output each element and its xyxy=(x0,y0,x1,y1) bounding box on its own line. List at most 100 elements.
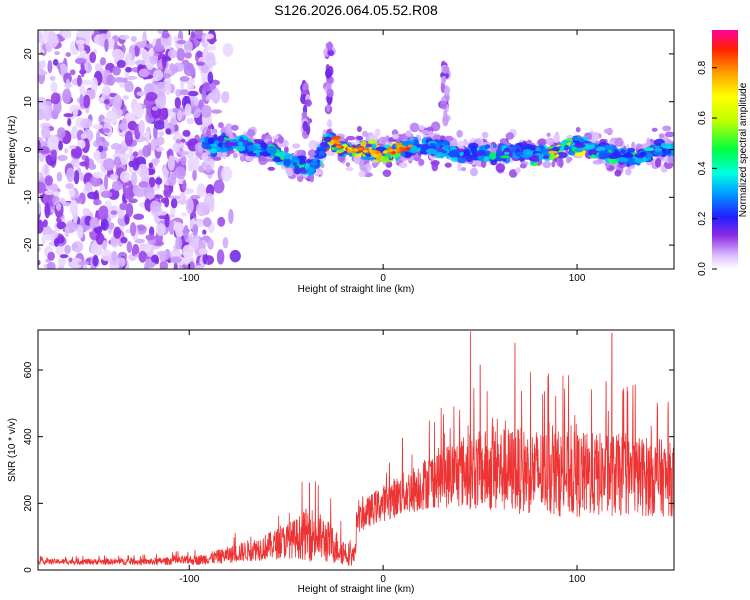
spectrogram-blob xyxy=(47,134,59,150)
spectrogram-blob xyxy=(614,169,622,177)
colorbar-tick-label: 0.6 xyxy=(697,111,708,125)
spectrogram-ylabel: Frequency (Hz) xyxy=(7,116,18,185)
spectrogram-blob xyxy=(443,85,451,96)
spectrogram-blob xyxy=(100,151,107,160)
spectrogram-blob xyxy=(201,88,207,102)
spectrogram-blob xyxy=(74,57,87,65)
spectrogram-blob xyxy=(68,257,73,263)
spectrogram-blob xyxy=(93,226,103,232)
spectrogram-blob xyxy=(390,151,396,155)
spectrogram-blob xyxy=(52,191,60,197)
spectrogram-blob xyxy=(470,145,477,154)
spectrogram-blob xyxy=(145,43,155,49)
spectrogram-blob xyxy=(64,148,69,154)
spectrogram-blob xyxy=(44,190,55,196)
spectrogram-blob xyxy=(382,150,388,154)
spectrogram-blob xyxy=(138,119,145,135)
spectrogram-blob xyxy=(136,91,146,97)
spectrogram-blob xyxy=(356,135,364,141)
spectrogram-xlabel: Height of straight line (km) xyxy=(298,284,415,295)
spectrogram-blob xyxy=(315,155,325,159)
spectrogram-blob xyxy=(160,197,169,204)
spectrogram-blob xyxy=(103,99,111,105)
spectrogram-blob xyxy=(111,250,118,262)
spectrogram-blob xyxy=(548,150,558,154)
spectrogram-blob xyxy=(92,124,103,130)
spectrogram-blob xyxy=(439,100,448,110)
snr-ytick-label: 200 xyxy=(23,495,34,512)
spectrogram-blob xyxy=(182,257,192,264)
spectrogram-blob xyxy=(477,155,484,160)
spectrogram-blob xyxy=(165,128,172,135)
spectrogram-blob xyxy=(88,163,97,170)
spectrogram-blob xyxy=(204,45,217,51)
spectrogram-ytick-label: -20 xyxy=(23,237,34,252)
spectrogram-blob xyxy=(636,162,641,166)
spectrogram-blob xyxy=(574,143,586,149)
spectrogram-blob xyxy=(171,65,179,74)
spectrogram-blob xyxy=(103,158,115,171)
spectrogram-blob xyxy=(182,244,194,257)
spectrogram-blob xyxy=(64,226,70,238)
spectrogram-blob xyxy=(294,165,300,169)
spectrogram-blob xyxy=(184,103,192,117)
spectrogram-blob xyxy=(132,157,140,171)
spectrogram-blob xyxy=(41,225,52,237)
spectrogram-blob xyxy=(57,256,66,267)
spectrogram-blob xyxy=(193,163,200,168)
spectrogram-blob xyxy=(125,52,133,61)
spectrogram-blob xyxy=(346,149,352,153)
spectrogram-blob xyxy=(120,170,131,183)
spectrogram-blob xyxy=(605,160,610,169)
spectrogram-blob xyxy=(42,30,50,43)
spectrogram-blob xyxy=(174,166,186,180)
spectrogram-blob xyxy=(326,88,334,98)
spectrogram-marks xyxy=(38,30,674,269)
spectrogram-blob xyxy=(345,166,354,172)
spectrogram-blob xyxy=(38,171,41,180)
spectrogram-blob xyxy=(145,234,156,241)
spectrogram-blob xyxy=(103,128,111,134)
spectrogram-blob xyxy=(179,75,190,82)
spectrogram-blob xyxy=(159,260,169,269)
spectrogram-blob xyxy=(371,143,376,149)
spectrogram-blob xyxy=(616,157,629,163)
snr-ticks: -100 0 100 0 200 400 600 xyxy=(23,330,674,585)
spectrogram-blob xyxy=(207,71,214,84)
spectrogram-blob xyxy=(555,152,568,159)
spectrogram-blob xyxy=(65,183,75,190)
spectrogram-blob xyxy=(59,63,66,71)
spectrogram-blob xyxy=(221,91,230,104)
spectrogram-blob xyxy=(374,154,380,158)
spectrogram-blob xyxy=(168,219,175,236)
spectrogram-blob xyxy=(634,158,645,164)
spectrogram-blob xyxy=(44,164,49,175)
spectrogram-blob xyxy=(111,180,123,192)
spectrogram-blob xyxy=(646,137,651,148)
spectrogram-blob xyxy=(71,241,84,253)
spectrogram-blob xyxy=(598,152,608,160)
spectrogram-blob xyxy=(418,145,431,151)
spectrogram-blob xyxy=(152,158,159,167)
spectrogram-blob xyxy=(654,158,662,168)
spectrogram-blob xyxy=(113,76,126,83)
spectrogram-blob xyxy=(163,188,172,198)
spectrogram-blob xyxy=(57,127,66,139)
spectrogram-blob xyxy=(203,217,212,228)
spectrogram-blob xyxy=(204,33,214,40)
spectrogram-blob xyxy=(148,162,154,169)
spectrogram-blob xyxy=(80,118,93,129)
spectrogram-blob xyxy=(79,172,84,181)
spectrogram-blob xyxy=(172,142,181,153)
spectrogram-blob xyxy=(130,171,138,186)
spectrogram-blob xyxy=(154,194,164,199)
spectrogram-blob xyxy=(508,169,518,178)
spectrogram-blob xyxy=(128,198,138,204)
spectrogram-blob xyxy=(158,211,168,216)
spectrogram-blob xyxy=(174,97,182,109)
spectrogram-blob xyxy=(59,254,69,259)
spectrogram-blob xyxy=(187,167,199,172)
spectrogram-blob xyxy=(124,130,133,147)
spectrogram-blob xyxy=(184,51,192,59)
spectrogram-blob xyxy=(74,197,82,203)
